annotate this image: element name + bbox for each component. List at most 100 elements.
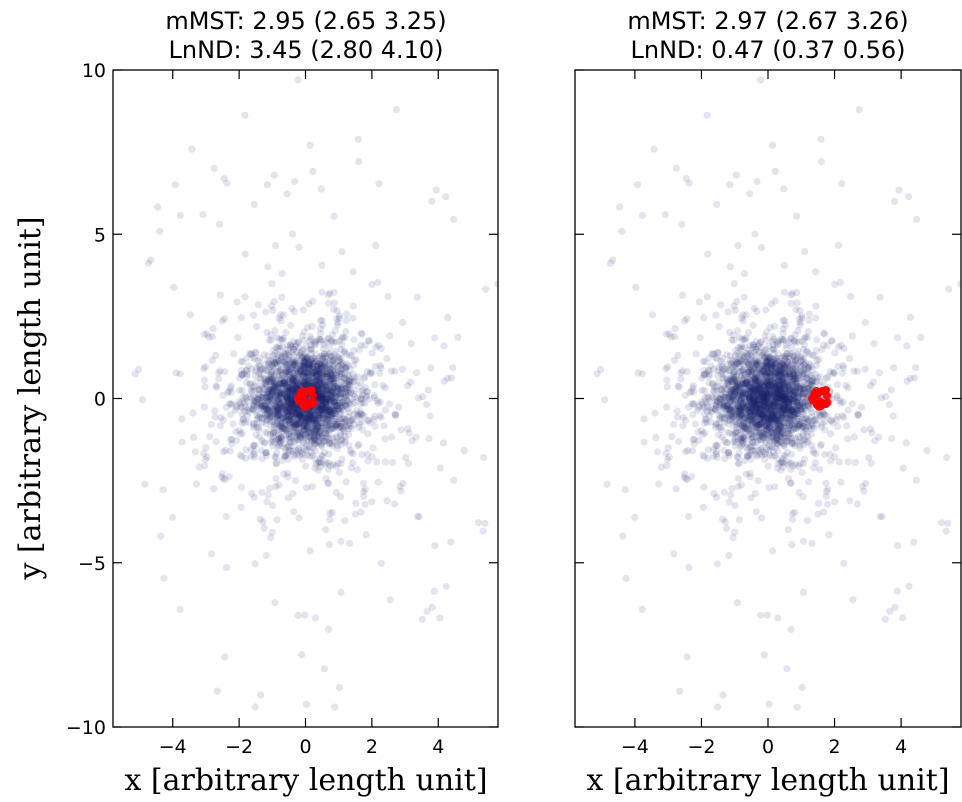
scatter-point	[317, 369, 325, 377]
scatter-point	[298, 376, 306, 384]
scatter-point	[284, 388, 292, 396]
scatter-point	[302, 416, 310, 424]
scatter-point	[305, 410, 313, 418]
scatter-point	[797, 357, 805, 365]
scatter-point	[307, 423, 315, 431]
scatter-point	[209, 325, 217, 333]
scatter-point	[323, 416, 331, 425]
scatter-point	[318, 382, 326, 390]
scatter-point	[303, 443, 311, 451]
scatter-point	[712, 402, 720, 410]
scatter-point	[235, 398, 243, 406]
scatter-point	[755, 424, 763, 432]
scatter-point	[758, 387, 766, 395]
scatter-point	[295, 352, 303, 360]
scatter-point	[780, 382, 788, 390]
scatter-point	[290, 388, 298, 396]
scatter-point	[450, 215, 458, 223]
scatter-point	[795, 384, 804, 392]
scatter-point	[286, 422, 294, 430]
scatter-point	[272, 383, 280, 392]
scatter-point	[326, 419, 334, 427]
scatter-point	[261, 365, 269, 373]
scatter-point	[319, 344, 327, 353]
scatter-point	[307, 409, 315, 417]
scatter-point	[264, 359, 273, 367]
scatter-point	[739, 389, 747, 397]
scatter-point	[309, 436, 317, 444]
scatter-point	[267, 410, 275, 418]
scatter-point	[343, 310, 351, 318]
right-plot-area: −4 −2 0 2 4	[574, 69, 962, 758]
scatter-point	[328, 409, 337, 417]
scatter-point	[328, 373, 337, 381]
scatter-point	[275, 406, 283, 414]
scatter-point	[279, 379, 287, 387]
scatter-point	[271, 428, 279, 436]
scatter-point	[250, 447, 258, 456]
scatter-point	[302, 433, 310, 442]
scatter-point	[311, 374, 319, 382]
scatter-point	[328, 424, 336, 432]
scatter-point	[323, 405, 332, 413]
scatter-point	[284, 406, 292, 414]
scatter-point	[305, 360, 313, 368]
scatter-point	[282, 359, 290, 367]
scatter-point	[284, 349, 293, 357]
scatter-point	[803, 370, 811, 378]
scatter-point	[279, 413, 287, 421]
scatter-point	[731, 368, 739, 376]
scatter-point	[309, 360, 317, 368]
scatter-point	[317, 463, 325, 471]
scatter-point	[282, 417, 291, 425]
scatter-point	[317, 441, 325, 449]
scatter-point	[289, 415, 297, 424]
scatter-point	[318, 364, 326, 372]
scatter-point	[311, 426, 319, 434]
scatter-point	[322, 526, 330, 534]
scatter-point	[292, 424, 300, 432]
scatter-point	[331, 347, 340, 355]
scatter-point	[282, 405, 290, 413]
scatter-point	[786, 372, 794, 380]
scatter-point	[300, 438, 308, 447]
scatter-point	[284, 398, 293, 406]
scatter-point	[292, 421, 300, 429]
scatter-point	[291, 452, 299, 460]
scatter-point	[265, 375, 274, 383]
scatter-point	[257, 382, 265, 390]
scatter-point	[315, 335, 323, 343]
scatter-point	[311, 416, 319, 424]
scatter-point	[268, 375, 276, 383]
scatter-point	[303, 423, 311, 431]
scatter-point	[304, 355, 312, 363]
scatter-point	[273, 516, 281, 524]
scatter-point	[325, 434, 333, 442]
scatter-point	[335, 405, 343, 413]
scatter-point	[296, 411, 304, 419]
scatter-point	[290, 451, 298, 459]
scatter-point	[254, 395, 262, 403]
scatter-point	[350, 346, 358, 355]
scatter-point	[310, 361, 318, 369]
scatter-point	[159, 486, 167, 494]
scatter-point	[312, 431, 320, 439]
scatter-point	[295, 514, 303, 522]
scatter-point	[300, 378, 308, 386]
scatter-point	[290, 373, 298, 381]
scatter-point	[695, 298, 703, 306]
scatter-point	[808, 408, 816, 417]
scatter-point	[307, 421, 315, 429]
scatter-point	[331, 394, 339, 402]
scatter-point	[786, 384, 794, 392]
scatter-point	[381, 435, 389, 443]
scatter-point	[302, 418, 310, 426]
scatter-point	[337, 405, 345, 413]
scatter-point	[285, 386, 293, 394]
scatter-point	[783, 372, 791, 380]
scatter-point	[782, 384, 790, 392]
scatter-point	[764, 381, 773, 389]
scatter-point	[258, 393, 266, 401]
scatter-point	[310, 434, 318, 442]
scatter-point	[302, 410, 310, 418]
